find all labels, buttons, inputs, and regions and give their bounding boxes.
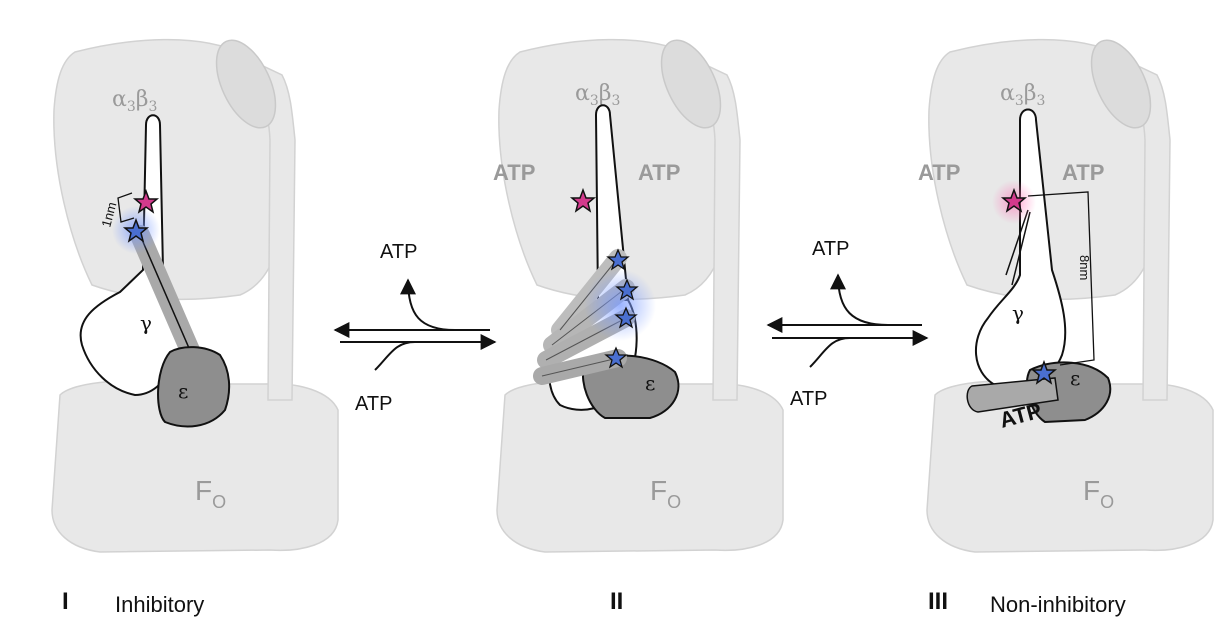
equilibrium-II-III: ATP ATP xyxy=(766,238,929,410)
distance-bracket xyxy=(1027,191,1095,366)
atp-binding-curve xyxy=(809,337,851,368)
equilibrium-I-II: ATP ATP xyxy=(333,241,497,415)
epsilon-subunit xyxy=(581,354,680,419)
distance-bracket xyxy=(117,192,135,223)
blue-star-glow xyxy=(584,269,656,341)
atp-right-label: ATP xyxy=(638,160,680,185)
atp-binding-curve xyxy=(374,341,416,371)
panel-III-state-label: Non-inhibitory xyxy=(990,592,1126,617)
panel-I-state-label: Inhibitory xyxy=(115,592,204,617)
panel-I: α3β3 γ ε 1nm FO xyxy=(51,38,339,553)
gamma-subunit xyxy=(79,114,185,397)
magenta-star xyxy=(569,187,597,213)
atp-bottom-label: ATP xyxy=(790,388,827,410)
epsilon-label: ε xyxy=(645,371,655,395)
atp-release-arrow xyxy=(400,278,456,331)
blue-star xyxy=(604,346,628,369)
panel-II-numeral: II xyxy=(610,588,623,615)
peripheral-stalk-head xyxy=(660,39,722,129)
peripheral-stalk-head xyxy=(215,39,277,129)
atp-bottom-label: ATP xyxy=(355,393,392,415)
magenta-star xyxy=(132,188,160,214)
epsilon-label: ε xyxy=(178,379,188,403)
gamma-label: γ xyxy=(140,311,152,335)
distance-label: 1nm xyxy=(98,200,119,228)
epsilon-label: ε xyxy=(1070,366,1080,390)
panel-II: α3β3 ATP ATP ε FO xyxy=(493,38,784,553)
blue-star xyxy=(615,278,639,301)
epsilon-subunit xyxy=(157,346,231,428)
blue-star xyxy=(606,248,630,271)
distance-label: 8nm xyxy=(1077,255,1092,280)
peripheral-stalk-head xyxy=(1090,39,1152,129)
atp-release-arrow xyxy=(830,273,889,326)
magenta-star xyxy=(1000,187,1028,213)
fo-label: FO xyxy=(1083,475,1114,512)
blue-star xyxy=(614,306,638,329)
panel-I-numeral: I xyxy=(62,588,69,615)
atp-left-label: ATP xyxy=(918,160,960,185)
gamma-label: γ xyxy=(1012,301,1024,325)
atp-right-label: ATP xyxy=(1062,160,1104,185)
atp-top-label: ATP xyxy=(812,238,849,260)
panel-III-numeral: III xyxy=(928,588,948,615)
panel-III: α3β3 ATP ATP γ ε ATP 8nm FO xyxy=(918,38,1214,553)
blue-star xyxy=(122,217,150,243)
blue-star xyxy=(1030,359,1058,385)
atp-left-label: ATP xyxy=(493,160,535,185)
epsilon-helix xyxy=(966,377,1059,413)
atp-top-label: ATP xyxy=(380,241,417,263)
